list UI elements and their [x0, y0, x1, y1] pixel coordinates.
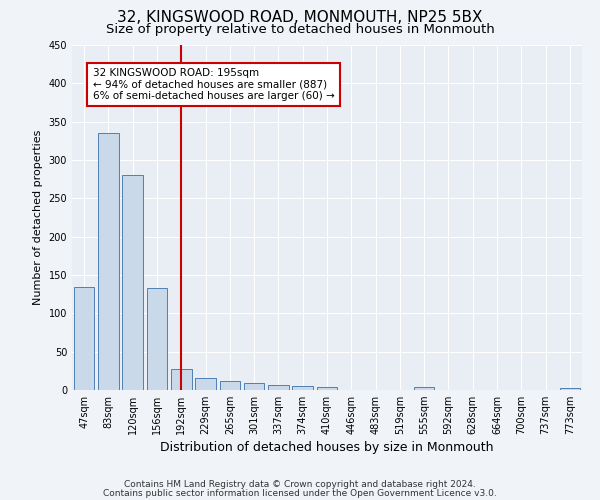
Bar [560, 388, 580, 390]
Text: Contains public sector information licensed under the Open Government Licence v3: Contains public sector information licen… [103, 488, 497, 498]
Bar [195, 378, 216, 390]
Y-axis label: Number of detached properties: Number of detached properties [33, 130, 43, 305]
Bar [98, 133, 119, 390]
Bar [122, 176, 143, 390]
Bar [146, 288, 167, 390]
Text: 32 KINGSWOOD ROAD: 195sqm
← 94% of detached houses are smaller (887)
6% of semi-: 32 KINGSWOOD ROAD: 195sqm ← 94% of detac… [92, 68, 334, 101]
Bar [292, 386, 313, 390]
Bar [414, 387, 434, 390]
X-axis label: Distribution of detached houses by size in Monmouth: Distribution of detached houses by size … [160, 442, 494, 454]
Bar [244, 383, 265, 390]
Bar [74, 286, 94, 390]
Bar [220, 381, 240, 390]
Bar [268, 386, 289, 390]
Bar [171, 370, 191, 390]
Bar [317, 387, 337, 390]
Text: 32, KINGSWOOD ROAD, MONMOUTH, NP25 5BX: 32, KINGSWOOD ROAD, MONMOUTH, NP25 5BX [117, 10, 483, 25]
Text: Contains HM Land Registry data © Crown copyright and database right 2024.: Contains HM Land Registry data © Crown c… [124, 480, 476, 489]
Text: Size of property relative to detached houses in Monmouth: Size of property relative to detached ho… [106, 22, 494, 36]
